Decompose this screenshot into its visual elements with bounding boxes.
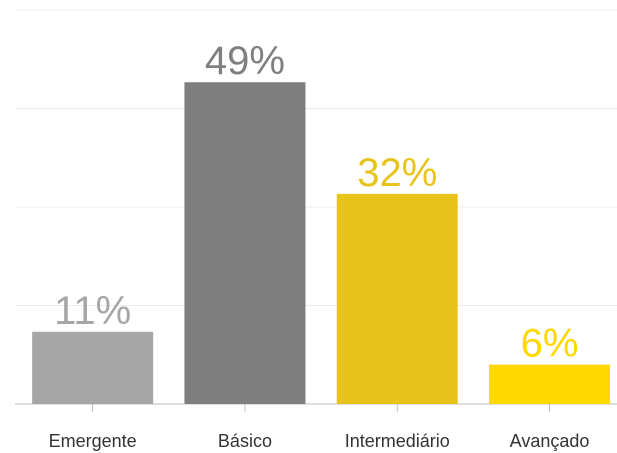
bar [32,331,154,404]
data-label: 32% [357,151,437,195]
x-tick-label: Avançado [510,431,590,451]
x-tick-label: Emergente [49,431,137,451]
x-tick-label: Intermediário [345,431,450,451]
data-label: 49% [205,39,285,83]
data-label: 11% [54,289,131,333]
bar [489,364,611,404]
x-tick-label: Básico [218,431,272,451]
bar [184,82,306,404]
data-label: 6% [521,322,579,366]
bar [336,193,458,404]
